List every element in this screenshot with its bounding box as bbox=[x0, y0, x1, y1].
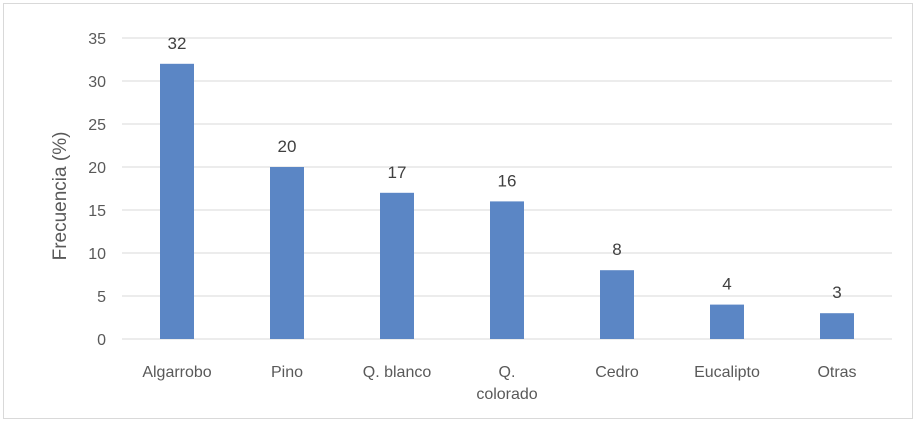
y-axis-title: Frecuencia (%) bbox=[50, 132, 71, 261]
y-tick-label: 5 bbox=[97, 289, 106, 306]
x-category-label: Q. blanco bbox=[363, 364, 432, 381]
data-label: 17 bbox=[388, 163, 407, 182]
data-label: 3 bbox=[832, 283, 841, 302]
x-category-label: Cedro bbox=[595, 364, 639, 381]
y-tick-label: 35 bbox=[88, 31, 106, 48]
y-tick-label: 20 bbox=[88, 160, 106, 177]
x-category-label: Pino bbox=[271, 364, 303, 381]
gridlines bbox=[122, 37, 892, 340]
data-label: 32 bbox=[168, 34, 187, 53]
x-category-label: Otras bbox=[817, 364, 856, 381]
bar bbox=[490, 201, 524, 339]
y-tick-label: 25 bbox=[88, 117, 106, 134]
data-labels: 32 20 17 16 8 4 3 bbox=[168, 34, 842, 302]
data-label: 8 bbox=[612, 240, 621, 259]
x-category-label: Q. bbox=[499, 364, 516, 381]
bar bbox=[710, 304, 744, 339]
x-category-label: Eucalipto bbox=[694, 364, 760, 381]
bar bbox=[160, 63, 194, 340]
y-axis-ticks: 0 5 10 15 20 25 30 35 bbox=[88, 31, 106, 349]
y-tick-label: 15 bbox=[88, 203, 106, 220]
data-label: 16 bbox=[498, 171, 517, 190]
y-tick-label: 0 bbox=[97, 332, 106, 349]
bar bbox=[380, 192, 414, 339]
x-category-label: colorado bbox=[476, 386, 537, 403]
bars bbox=[160, 63, 854, 340]
bar bbox=[270, 167, 304, 339]
y-tick-label: 30 bbox=[88, 74, 106, 91]
bar bbox=[600, 270, 634, 339]
data-label: 20 bbox=[278, 137, 297, 156]
chart-frame bbox=[3, 3, 913, 419]
data-label: 4 bbox=[722, 275, 731, 294]
y-tick-label: 10 bbox=[88, 246, 106, 263]
x-axis-categories: Algarrobo Pino Q. blanco Q. colorado Cedro Euc… bbox=[142, 364, 856, 403]
x-category-label: Algarrobo bbox=[142, 364, 211, 381]
bar bbox=[820, 313, 854, 339]
